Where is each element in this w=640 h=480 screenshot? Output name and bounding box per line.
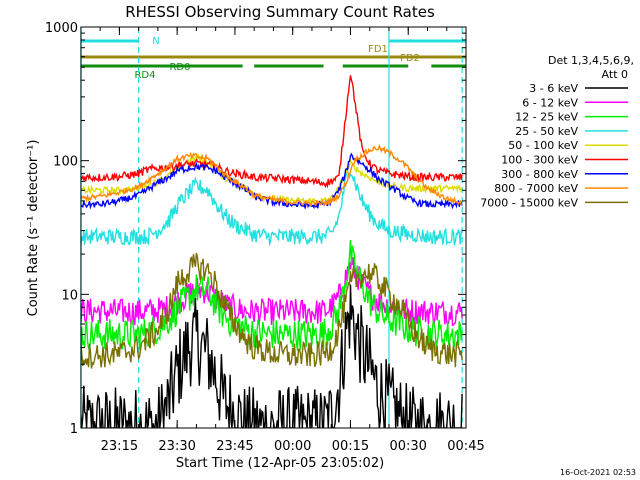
series-line-8 (81, 143, 463, 207)
legend-entry-label: 100 - 300 keV (501, 154, 578, 167)
x-tick-label: 00:00 (274, 439, 311, 454)
series-line-1 (81, 284, 463, 428)
series-line-3 (81, 239, 463, 352)
x-tick-label: 23:30 (158, 439, 195, 454)
flag-label-fd1: FD1 (368, 44, 388, 55)
legend-entry-label: 7000 - 15000 keV (480, 196, 578, 209)
y-tick-label: 1 (70, 422, 78, 437)
legend-entry-label: 12 - 25 keV (515, 111, 578, 124)
y-tick-label: 100 (53, 155, 78, 170)
chart-title: RHESSI Observing Summary Count Rates (125, 3, 435, 21)
y-tick-label: 10 (61, 288, 78, 303)
legend-entry-label: 300 - 800 keV (501, 168, 578, 181)
x-tick-label: 23:15 (101, 439, 138, 454)
y-axis-label: Count Rate (s⁻¹ detector⁻¹) (26, 140, 41, 317)
flag-bars: N FD1 FD2 RD0 RD4 (80, 36, 466, 81)
series-line-6 (81, 75, 463, 189)
legend-entry-label: 6 - 12 keV (522, 96, 578, 109)
y-tick-label: 1000 (45, 21, 78, 36)
x-tick-label: 23:45 (216, 439, 253, 454)
flag-label-n: N (152, 36, 159, 47)
legend-entry-label: 3 - 6 keV (529, 82, 578, 95)
series-line-4 (81, 169, 463, 247)
y-axis: 1 10 100 1000 (45, 21, 466, 437)
flag-label-fd2: FD2 (400, 53, 420, 64)
x-tick-label: 00:30 (389, 439, 426, 454)
timestamp: 16-Oct-2021 02:53 (560, 468, 636, 477)
x-axis-label: Start Time (12-Apr-05 23:05:02) (176, 456, 384, 471)
x-tick-label: 00:15 (332, 439, 369, 454)
flag-label-rd4: RD4 (134, 70, 155, 81)
series-layer (81, 75, 463, 428)
legend-header-line-1: Det 1,3,4,5,6,9, (548, 54, 634, 67)
x-axis: 23:15 23:30 23:45 00:00 00:15 00:30 00:45 (99, 27, 485, 454)
flag-label-rd0: RD0 (169, 62, 190, 73)
legend-header-line-2: Att 0 (602, 68, 628, 81)
legend-entry-label: 25 - 50 keV (515, 125, 578, 138)
series-line-9 (81, 252, 463, 369)
legend-entry-label: 800 - 7000 keV (494, 182, 578, 195)
x-tick-label: 00:45 (447, 439, 484, 454)
legend-entry-label: 50 - 100 keV (508, 139, 578, 152)
series-line-2 (81, 257, 463, 327)
